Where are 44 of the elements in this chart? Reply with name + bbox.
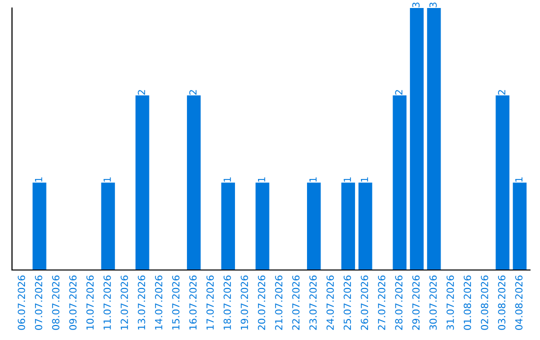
x-tick-label: 14.07.2026 bbox=[154, 275, 162, 330]
data-label: 1 bbox=[258, 177, 266, 182]
x-tick-label: 09.07.2026 bbox=[69, 275, 77, 330]
x-tick-label: 18.07.2026 bbox=[224, 275, 231, 330]
x-tick-label: 15.07.2026 bbox=[172, 275, 180, 330]
x-tick-label: 07.07.2026 bbox=[34, 275, 42, 330]
x-tick-label: 17.07.2026 bbox=[206, 275, 214, 330]
data-label: 1 bbox=[104, 177, 111, 182]
x-tick-label: 12.07.2026 bbox=[120, 275, 128, 330]
x-tick-label: 30.07.2026 bbox=[429, 275, 437, 330]
data-label: 2 bbox=[189, 90, 196, 95]
data-label: 1 bbox=[224, 177, 231, 182]
x-tick-label: 27.07.2026 bbox=[378, 275, 386, 330]
x-tick-label: 25.07.2026 bbox=[344, 275, 352, 330]
data-label: 3 bbox=[429, 2, 437, 8]
x-tick-label: 31.07.2026 bbox=[446, 275, 454, 330]
x-tick-label: 13.07.2026 bbox=[138, 275, 146, 330]
x-tick-label: 22.07.2026 bbox=[292, 275, 300, 330]
data-label: 3 bbox=[412, 2, 420, 8]
data-label: 1 bbox=[515, 177, 522, 182]
x-tick-label: 04.08.2026 bbox=[515, 275, 523, 330]
x-tick-label: 10.07.2026 bbox=[86, 275, 94, 330]
x-tick-label: 16.07.2026 bbox=[189, 275, 197, 330]
x-tick-label: 26.07.2026 bbox=[360, 275, 368, 330]
data-label: 1 bbox=[360, 177, 368, 182]
x-tick-label: 24.07.2026 bbox=[326, 275, 334, 330]
data-label: 1 bbox=[344, 177, 351, 182]
data-label: 2 bbox=[395, 90, 402, 95]
x-tick-label: 21.07.2026 bbox=[275, 275, 282, 330]
data-label: 2 bbox=[498, 90, 506, 95]
x-tick-label: 06.07.2026 bbox=[18, 275, 26, 330]
x-tick-label: 11.07.2026 bbox=[104, 275, 111, 330]
x-tick-label: 19.07.2026 bbox=[240, 275, 248, 330]
x-tick-label: 08.07.2026 bbox=[52, 275, 60, 330]
x-tick-label: 02.08.2026 bbox=[480, 275, 488, 330]
data-label: 1 bbox=[309, 177, 317, 182]
x-tick-label: 29.07.2026 bbox=[412, 275, 420, 330]
x-tick-label: 28.07.2026 bbox=[395, 275, 402, 330]
x-tick-label: 01.08.2026 bbox=[464, 275, 472, 330]
x-tick-label: 20.07.2026 bbox=[258, 275, 266, 330]
x-tick-label: 03.08.2026 bbox=[498, 275, 506, 330]
data-label: 2 bbox=[138, 90, 146, 95]
x-tick-label: 23.07.2026 bbox=[309, 275, 317, 330]
data-label: 1 bbox=[35, 177, 42, 182]
